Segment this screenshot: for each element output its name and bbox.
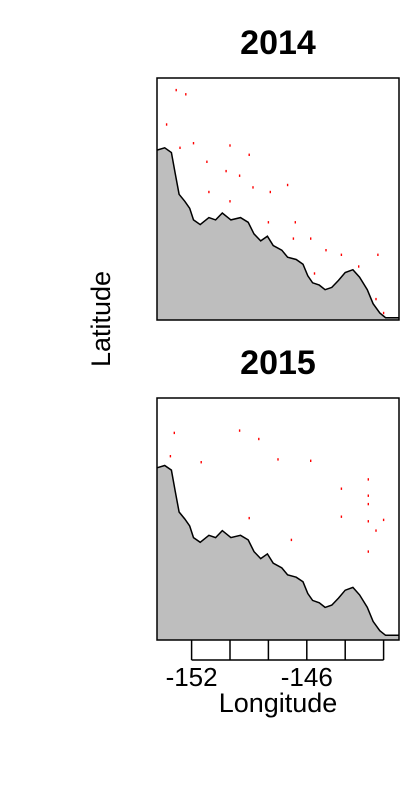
panel-2015: 2015 bbox=[157, 344, 399, 640]
panel-title-2015: 2015 bbox=[240, 344, 316, 382]
land-polygon bbox=[157, 148, 399, 320]
x-axis: -152 -146 bbox=[166, 640, 384, 692]
x-tick-label: -152 bbox=[166, 662, 218, 692]
land-area bbox=[157, 466, 399, 641]
land-area bbox=[157, 148, 399, 320]
land-polygon bbox=[157, 466, 399, 641]
sample-points bbox=[170, 429, 383, 552]
panel-title-2014: 2014 bbox=[240, 24, 316, 62]
y-axis-label: Latitude bbox=[86, 271, 116, 367]
panel-2014: 2014 bbox=[157, 24, 399, 320]
x-axis-label: Longitude bbox=[219, 688, 338, 718]
